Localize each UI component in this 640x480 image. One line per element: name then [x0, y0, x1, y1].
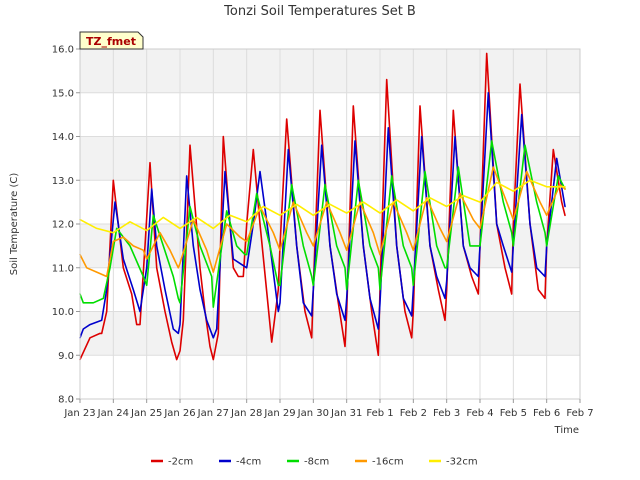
x-tick-label: Jan 29 — [263, 408, 295, 419]
x-tick-label: Jan 23 — [63, 408, 95, 419]
site-badge-shape — [79, 31, 144, 50]
plot-bands — [80, 49, 580, 399]
x-tick-label: Feb 3 — [433, 408, 460, 419]
x-tick-label: Jan 30 — [297, 408, 329, 419]
y-tick-label: 16.0 — [52, 45, 74, 56]
x-tick-label: Feb 7 — [566, 408, 593, 419]
y-tick-label: 8.0 — [58, 395, 74, 406]
x-tick-label: Feb 6 — [533, 408, 560, 419]
legend-label: -2cm — [168, 457, 193, 468]
x-ticks: Jan 23 Jan 24 Jan 25 Jan 26 Jan 27 Jan 28 Jan … — [63, 399, 594, 419]
legend-item: -8cm — [287, 457, 329, 468]
legend-item: -2cm — [151, 457, 193, 468]
plot-band — [80, 267, 580, 312]
plot-band — [80, 92, 580, 137]
legend-label: -32cm — [446, 457, 478, 468]
y-tick-label: 15.0 — [52, 88, 74, 99]
y-tick-label: 14.0 — [52, 132, 74, 143]
plot-band — [80, 136, 580, 181]
y-tick-label: 13.0 — [52, 176, 74, 187]
series-line-16cm — [79, 166, 566, 278]
y-tick-label: 9.0 — [58, 351, 74, 362]
site-badge: TZ_fmet — [79, 31, 144, 50]
y-ticks: 8.0 9.0 10.0 11.0 12.0 13.0 14.0 15.0 16.0 — [52, 45, 80, 406]
legend-label: -8cm — [304, 457, 329, 468]
series-lines — [79, 52, 566, 361]
legend-label: -4cm — [236, 457, 261, 468]
legend-item: -4cm — [219, 457, 261, 468]
plot-band — [80, 355, 580, 399]
x-tick-label: Jan 27 — [197, 408, 229, 419]
legend-label: -16cm — [372, 457, 404, 468]
x-tick-label: Jan 25 — [130, 408, 162, 419]
site-badge-label: TZ_fmet — [86, 35, 136, 48]
legend: -2cm -4cm -8cm -16cm -32cm — [151, 457, 478, 468]
x-tick-label: Jan 31 — [330, 408, 362, 419]
plot-band — [80, 49, 580, 93]
y-tick-label: 11.0 — [52, 263, 74, 274]
x-tick-label: Jan 28 — [230, 408, 262, 419]
x-tick-label: Feb 4 — [466, 408, 493, 419]
series-line-8cm — [79, 140, 566, 308]
legend-item: -16cm — [355, 457, 404, 468]
x-axis-label: Time — [554, 425, 579, 436]
y-axis-label: Soil Temperature (C) — [9, 173, 20, 276]
legend-item: -32cm — [429, 457, 478, 468]
y-tick-label: 10.0 — [52, 307, 74, 318]
x-tick-label: Feb 2 — [400, 408, 427, 419]
plot-band — [80, 311, 580, 356]
x-tick-label: Feb 1 — [366, 408, 393, 419]
series-line-32cm — [79, 179, 566, 234]
x-tick-label: Jan 24 — [97, 408, 129, 419]
x-tick-label: Feb 5 — [500, 408, 527, 419]
y-tick-label: 12.0 — [52, 220, 74, 231]
chart-title: Tonzi Soil Temperatures Set B — [223, 4, 416, 19]
x-tick-label: Jan 26 — [163, 408, 195, 419]
